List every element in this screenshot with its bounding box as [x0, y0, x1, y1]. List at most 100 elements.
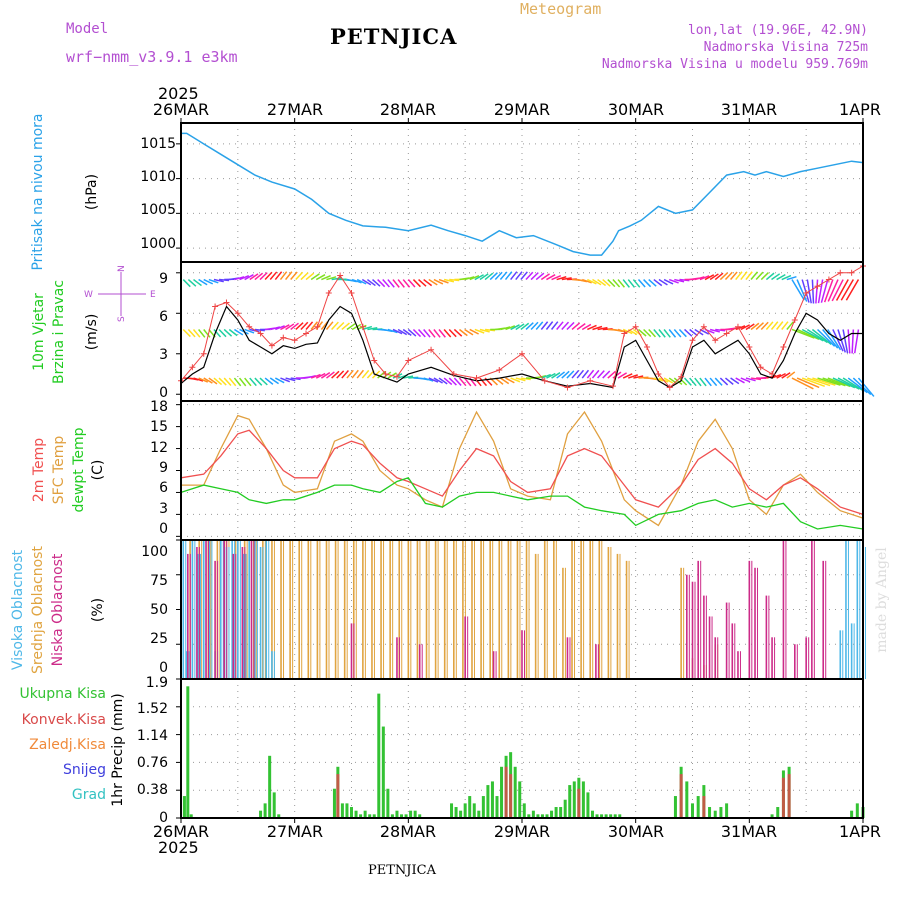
wind-direction-arrow: [735, 325, 746, 331]
wind-direction-arrow: [423, 377, 434, 382]
precip-total-bar: [404, 814, 408, 818]
top-label-30mar: 30MAR: [608, 100, 664, 119]
cloud-tick: 50: [150, 602, 168, 618]
legend-konvek: Konvek.Kisa: [22, 712, 106, 728]
credit-watermark: made by Angel: [874, 547, 890, 653]
wind-direction-arrow: [745, 323, 755, 331]
wind-direction-arrow: [822, 329, 839, 349]
wind-direction-arrow: [730, 271, 738, 281]
precip-total-bar: [613, 814, 617, 818]
wind-direction-arrow: [735, 377, 745, 384]
wind-direction-arrow: [591, 369, 600, 379]
temp-tick: 0: [159, 521, 168, 537]
gust-marker: [712, 337, 719, 344]
wind-direction-arrow: [719, 377, 729, 386]
precip-total-bar: [850, 810, 854, 818]
wind-direction-arrow: [745, 271, 753, 281]
wind-direction-arrow: [597, 278, 607, 287]
wind-direction-arrow: [280, 377, 291, 383]
wind-direction-arrow: [535, 272, 545, 281]
wind-direction-arrow: [689, 328, 698, 337]
wind-direction-arrow: [561, 370, 570, 379]
wind-direction-arrow: [791, 377, 814, 390]
precip-total-bar: [522, 803, 526, 818]
wind-direction-arrow: [264, 377, 274, 385]
precip-total-bar: [545, 814, 549, 818]
precip-total-bar: [372, 814, 376, 818]
wind-direction-arrow: [566, 370, 575, 379]
wind-direction-arrow: [397, 328, 408, 336]
wind-direction-arrow: [367, 326, 378, 331]
wind-direction-arrow: [766, 375, 777, 379]
wind-direction-arrow: [203, 278, 214, 285]
precip-total-bar: [685, 781, 689, 818]
wind-direction-arrow: [515, 377, 526, 382]
wind-direction-arrow: [622, 373, 633, 379]
wind-direction-arrow: [402, 328, 412, 336]
wind-direction-arrow: [187, 328, 196, 338]
gust-marker: [382, 371, 389, 378]
dewpoint-line: [180, 477, 864, 530]
wind-direction-arrow: [801, 328, 824, 342]
wind-direction-arrow: [658, 329, 666, 338]
wind-direction-arrow: [781, 372, 791, 379]
precip-total-bar: [259, 810, 263, 818]
wind-direction-arrow: [510, 377, 521, 383]
top-label-1apr: 1APR: [839, 100, 881, 119]
wind-direction-arrow: [407, 328, 417, 337]
wind-direction-arrow: [505, 325, 516, 331]
wind-direction-arrow: [755, 322, 765, 331]
wind-direction-arrow: [489, 272, 498, 281]
wind-direction-arrow: [392, 279, 400, 288]
gust-marker: [791, 317, 798, 324]
gust-marker: [587, 377, 594, 384]
wind-direction-arrow: [832, 329, 844, 352]
wind-direction-arrow: [234, 328, 244, 336]
wind-direction-arrow: [832, 377, 856, 389]
precip-total-bar: [500, 766, 504, 818]
precip-total-bar: [263, 803, 267, 818]
wind-direction-arrow: [494, 377, 504, 385]
wind-direction-arrow: [786, 321, 794, 330]
wind-direction-arrow: [218, 328, 227, 338]
precip-conv-bar: [577, 788, 581, 818]
wind-direction-arrow: [412, 279, 421, 288]
wind-direction-arrow: [648, 278, 657, 287]
wind-direction-arrow: [840, 279, 854, 301]
wind-direction-arrow: [699, 377, 707, 387]
wind-direction-arrow: [259, 272, 268, 281]
wind-direction-arrow: [336, 321, 345, 331]
wind-direction-arrow: [254, 328, 265, 332]
precip-conv-bar: [702, 796, 706, 818]
precip-total-bar: [189, 814, 193, 818]
wind-direction-arrow: [576, 323, 586, 331]
gust-marker: [541, 377, 548, 384]
wind-direction-arrow: [407, 279, 416, 288]
gust-marker: [496, 366, 503, 373]
wind-direction-arrow: [474, 274, 484, 281]
wind-direction-arrow: [213, 328, 222, 338]
wind-direction-arrow: [525, 271, 534, 281]
gust-marker: [314, 323, 321, 330]
precip-total-bar: [708, 807, 712, 818]
wind-direction-arrow: [827, 329, 842, 351]
wind-unit: (m/s): [84, 314, 100, 351]
top-label-27mar: 27MAR: [267, 100, 323, 119]
precip-total-bar: [377, 693, 381, 818]
temp-tick: 18: [150, 399, 168, 415]
wind-direction-arrow: [192, 328, 201, 338]
wind-direction-arrow: [525, 322, 534, 331]
wind-direction-arrow: [663, 278, 674, 285]
gust-marker: [655, 371, 662, 378]
wind-direction-arrow: [515, 271, 523, 281]
wind-direction-arrow: [637, 279, 646, 288]
gust-marker: [393, 373, 400, 380]
cloud-label-1: Visoka Oblacnost: [10, 549, 26, 670]
wind-direction-arrow: [831, 279, 844, 302]
wind-direction-arrow: [397, 279, 405, 288]
precip-total-bar: [691, 803, 694, 818]
precip-total-bar: [381, 726, 385, 818]
wind-tick: 0: [159, 385, 168, 401]
wind-direction-arrow: [325, 321, 334, 330]
legend-grad: Grad: [72, 787, 106, 803]
